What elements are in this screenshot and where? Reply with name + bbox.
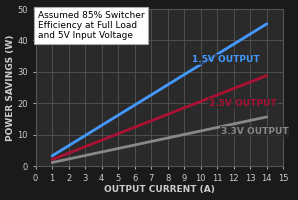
X-axis label: OUTPUT CURRENT (A): OUTPUT CURRENT (A) (104, 185, 215, 194)
Text: 1.5V OUTPUT: 1.5V OUTPUT (193, 55, 260, 64)
Text: Assumed 85% Switcher
Efficiency at Full Load
and 5V Input Voltage: Assumed 85% Switcher Efficiency at Full … (38, 11, 145, 40)
Y-axis label: POWER SAVINGS (W): POWER SAVINGS (W) (6, 34, 15, 141)
Text: 3.3V OUTPUT: 3.3V OUTPUT (221, 127, 288, 136)
Text: 2.5V OUTPUT: 2.5V OUTPUT (209, 99, 277, 108)
